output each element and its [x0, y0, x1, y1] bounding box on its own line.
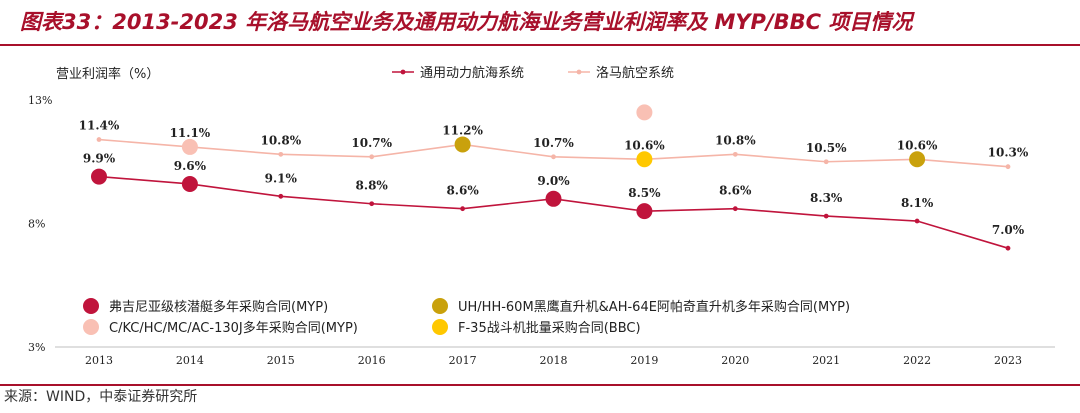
x-tick-label: 2021: [812, 354, 840, 367]
contract-marker: [636, 104, 653, 121]
data-label-lm: 10.6%: [897, 138, 938, 152]
series-point: [1005, 164, 1011, 170]
legend-marker-label: 弗吉尼亚级核潜艇多年采购合同(MYP): [109, 299, 328, 315]
data-label-gd: 9.6%: [174, 159, 207, 173]
data-label-lm: 11.4%: [79, 119, 120, 133]
data-label-gd: 9.0%: [537, 174, 570, 188]
data-label-lm: 11.2%: [442, 123, 483, 137]
contract-marker: [181, 138, 198, 155]
legend-marker-swatch: [432, 298, 448, 314]
figure-title: 图表33：2013-2023 年洛马航空业务及通用动力航海业务营业利润率及 MY…: [20, 10, 913, 34]
data-label-lm: 10.5%: [806, 141, 847, 155]
x-tick-label: 2019: [630, 354, 658, 367]
data-label-lm: 10.8%: [260, 133, 301, 147]
data-label-gd: 8.5%: [628, 186, 661, 200]
contract-marker: [909, 151, 926, 168]
x-tick-label: 2015: [267, 354, 295, 367]
chart-canvas: 营业利润率（%） 13% 8% 3% 2013 2014 2015 2016 2017 2018 2…: [28, 65, 1055, 367]
legend-marker-label: C/KC/HC/MC/AC-130J多年采购合同(MYP): [109, 320, 358, 336]
series-point: [732, 206, 738, 212]
data-label-lm: 10.8%: [715, 133, 756, 147]
series-point: [823, 159, 829, 165]
x-tick-label: 2017: [449, 354, 477, 367]
source-note: 来源：WIND，中泰证券研究所: [4, 389, 198, 405]
legend-marker-swatch: [83, 319, 99, 335]
contract-marker: [454, 136, 471, 153]
series-point: [369, 154, 375, 160]
data-label-gd: 8.3%: [810, 191, 843, 205]
legend-marker-label: UH/HH-60M黑鹰直升机&AH-64E阿帕奇直升机多年采购合同(MYP): [458, 299, 850, 315]
y-axis-label: 营业利润率（%）: [56, 66, 159, 82]
legend-series-label: 通用动力航海系统: [420, 65, 524, 81]
data-label-gd: 8.1%: [901, 196, 934, 210]
series-point: [460, 206, 465, 212]
series-point: [914, 218, 920, 224]
data-label-lm: 10.7%: [533, 136, 574, 150]
contract-marker: [636, 151, 653, 168]
y-tick-label: 3%: [28, 341, 45, 354]
legend-marker-swatch: [83, 298, 99, 314]
x-tick-label: 2016: [358, 354, 386, 367]
data-label-gd: 9.9%: [83, 152, 116, 166]
data-label-gd: 8.6%: [719, 184, 752, 198]
series-point: [278, 151, 284, 157]
series-point: [369, 201, 375, 207]
data-label-gd: 8.8%: [356, 179, 389, 193]
y-tick-label: 8%: [28, 218, 45, 231]
series-point: [823, 213, 829, 219]
data-label-lm: 10.7%: [351, 136, 392, 150]
contract-marker: [545, 190, 562, 207]
data-label-lm: 10.3%: [988, 146, 1029, 160]
y-tick-label: 13%: [28, 94, 52, 107]
data-label-lm: 10.6%: [624, 138, 665, 152]
x-tick-label: 2022: [903, 354, 931, 367]
data-label-gd: 8.6%: [446, 184, 479, 198]
data-label-gd: 7.0%: [992, 223, 1025, 237]
series-point: [1005, 245, 1011, 251]
title-rule: [0, 44, 1080, 46]
legend-line-dot: [400, 69, 406, 75]
data-label-gd: 9.1%: [265, 171, 298, 185]
x-tick-label: 2014: [176, 354, 204, 367]
series-point: [96, 137, 102, 142]
legend-series-label: 洛马航空系统: [596, 65, 674, 81]
legend-marker-swatch: [432, 319, 448, 335]
contract-marker: [181, 175, 198, 192]
contract-marker: [636, 203, 653, 220]
contract-marker: [91, 168, 107, 185]
data-label-lm: 11.1%: [170, 126, 211, 140]
x-tick-label: 2020: [721, 354, 749, 367]
x-tick-label: 2013: [85, 354, 113, 367]
legend-marker-label: F-35战斗机批量采购合同(BBC): [458, 320, 641, 336]
bottom-rule: [0, 384, 1080, 386]
legend-line-dot: [576, 69, 582, 75]
series-point: [278, 193, 284, 199]
x-tick-label: 2018: [540, 354, 568, 367]
series-point: [732, 151, 738, 157]
x-tick-label: 2023: [994, 354, 1022, 367]
series-point: [551, 154, 556, 160]
